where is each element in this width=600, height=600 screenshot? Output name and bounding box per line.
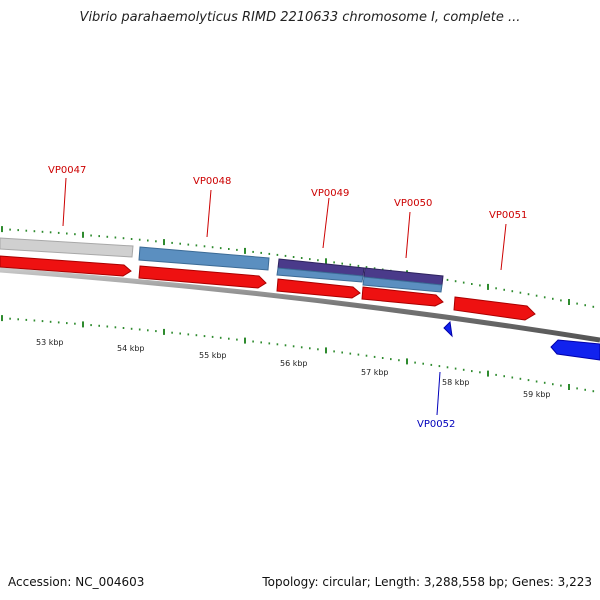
accession-label: Accession: NC_004603 (8, 575, 145, 589)
gene-label-vp0047[interactable]: VP0047 (48, 165, 86, 176)
scale-label-57kbp: 57 kbp (361, 368, 389, 377)
minus-strand-genes (443, 320, 600, 361)
genome-backbone (0, 267, 600, 343)
scale-label-53kbp: 53 kbp (36, 338, 64, 347)
scale-label-55kbp: 55 kbp (199, 351, 227, 360)
lower-tick-row (1, 315, 595, 393)
domain-track (0, 237, 444, 293)
scale-label-54kbp: 54 kbp (117, 344, 145, 353)
domain-blue-bar-3[interactable] (362, 276, 443, 293)
gene-arrow-vp0053[interactable] (550, 339, 600, 361)
gene-arrow-vp0051[interactable] (453, 296, 536, 321)
gene-label-vp0048[interactable]: VP0048 (193, 176, 231, 187)
gene-labels: VP0047 VP0048 VP0049 VP0050 VP0051 VP005… (48, 165, 527, 430)
plus-strand-genes (0, 255, 536, 321)
gene-arrow-vp0048[interactable] (276, 278, 361, 299)
gene-arrow-vp0052[interactable] (443, 320, 453, 338)
gene-arrow-vp0047[interactable] (138, 265, 267, 289)
gene-arrow-vp0049[interactable] (361, 286, 444, 307)
genome-summary: Topology: circular; Length: 3,288,558 bp… (262, 575, 592, 589)
gene-label-vp0052[interactable]: VP0052 (417, 419, 455, 430)
domain-blue-bar-1[interactable] (138, 246, 270, 271)
domain-gray-bar[interactable] (0, 237, 134, 258)
gene-label-vp0050[interactable]: VP0050 (394, 198, 432, 209)
map-title: Vibrio parahaemolyticus RIMD 2210633 chr… (79, 10, 521, 25)
domain-blue-bar-2[interactable] (276, 267, 364, 283)
gene-label-vp0051[interactable]: VP0051 (489, 210, 527, 221)
gene-label-vp0049[interactable]: VP0049 (311, 188, 349, 199)
gene-arrow-vp0046[interactable] (0, 255, 132, 277)
gene-leader-lines (62, 177, 507, 416)
scale-label-56kbp: 56 kbp (280, 359, 308, 368)
upper-tick-row (1, 226, 595, 308)
scale-label-59kbp: 59 kbp (523, 390, 551, 399)
scale-label-58kbp: 58 kbp (442, 378, 470, 387)
scale-labels: 53 kbp 54 kbp 55 kbp 56 kbp 57 kbp 58 kb… (36, 338, 551, 399)
